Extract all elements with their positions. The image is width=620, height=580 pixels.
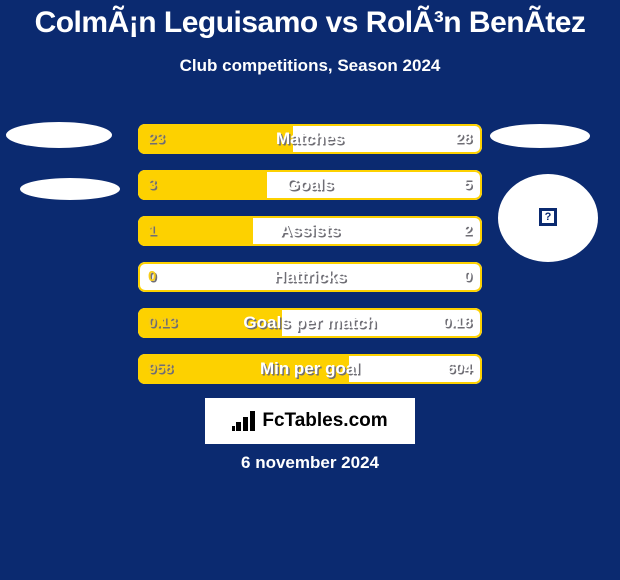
bars-icon [232,411,256,431]
stat-bar: 12Assists [138,216,482,246]
stat-label: Matches [138,124,482,154]
date-label: 6 november 2024 [0,453,620,473]
stat-bar: 35Goals [138,170,482,200]
stat-label: Hattricks [138,262,482,292]
stat-bars: 2328Matches 35Goals 12Assists 00Hattricks 0.… [138,124,482,400]
stat-bar: 00Hattricks [138,262,482,292]
stat-bar: 2328Matches [138,124,482,154]
player-left-placeholder-1 [6,122,112,148]
brand-text: FcTables.com [262,410,387,432]
page-subtitle: Club competitions, Season 2024 [0,56,620,76]
stat-label: Assists [138,216,482,246]
stat-label: Goals [138,170,482,200]
stat-bar: 0.130.18Goals per match [138,308,482,338]
stat-bar: 958604Min per goal [138,354,482,384]
stat-label: Goals per match [138,308,482,338]
player-right-placeholder-1 [490,124,590,148]
comparison-infographic: ColmÃ¡n Leguisamo vs RolÃ³n BenÃ­tez Clu… [0,0,620,580]
page-title: ColmÃ¡n Leguisamo vs RolÃ³n BenÃ­tez [0,0,620,40]
player-left-placeholder-2 [20,178,120,200]
unknown-image-icon: ? [539,208,557,226]
brand-badge: FcTables.com [205,398,415,444]
player-right-placeholder-2: ? [498,174,598,262]
stat-label: Min per goal [138,354,482,384]
